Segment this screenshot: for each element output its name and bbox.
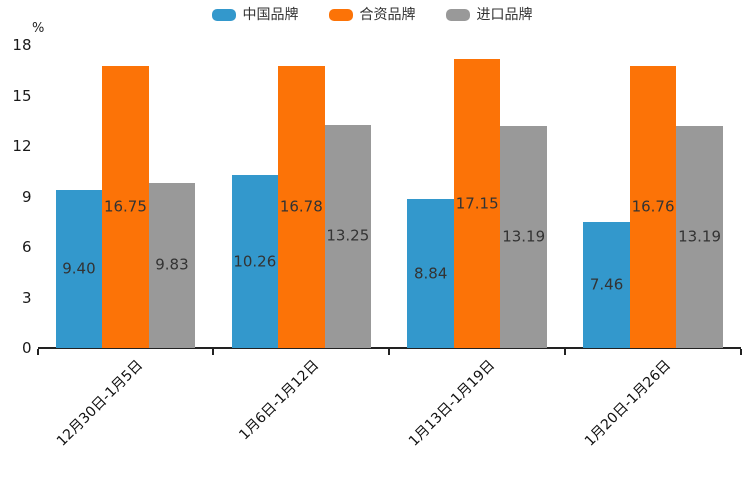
y-tick-label: 12 xyxy=(12,137,32,155)
x-axis-tick xyxy=(740,349,742,355)
x-axis-line xyxy=(37,347,741,349)
bar-value-label: 10.26 xyxy=(233,252,277,271)
y-tick-label: 18 xyxy=(12,36,32,54)
legend-label: 中国品牌 xyxy=(242,7,299,23)
bar-value-label: 13.25 xyxy=(326,226,370,245)
x-axis-tick xyxy=(388,349,391,355)
bar-value-label: 9.83 xyxy=(155,255,189,274)
bar-合资品牌[interactable]: 17.15 xyxy=(453,59,501,348)
y-tick-label: 15 xyxy=(12,86,32,105)
y-tick-label: 9 xyxy=(21,187,32,206)
bar-合资品牌[interactable]: 16.75 xyxy=(102,66,149,348)
bar-中国品牌[interactable]: 7.46 xyxy=(583,222,630,348)
bar-value-label: 9.40 xyxy=(62,259,96,278)
bar-进口品牌[interactable]: 13.19 xyxy=(500,125,547,348)
legend-marker-swatch xyxy=(328,9,353,21)
legend-item[interactable]: 进口品牌 xyxy=(445,7,533,23)
bar-value-label: 16.78 xyxy=(279,197,323,216)
y-tick-label: 3 xyxy=(21,288,32,307)
bar-value-label: 13.19 xyxy=(678,227,722,246)
legend-item[interactable]: 中国品牌 xyxy=(211,7,299,23)
x-axis-tick xyxy=(36,349,39,355)
bar-value-label: 16.76 xyxy=(631,197,675,216)
bar-value-label: 7.46 xyxy=(589,275,624,294)
bar-value-label: 8.84 xyxy=(413,264,448,283)
bar-value-label: 16.75 xyxy=(103,197,147,216)
bar-进口品牌[interactable]: 9.83 xyxy=(148,182,196,348)
bar-合资品牌[interactable]: 16.76 xyxy=(629,65,677,348)
legend-marker-swatch xyxy=(445,9,470,21)
bar-中国品牌[interactable]: 8.84 xyxy=(407,199,454,348)
bar-中国品牌[interactable]: 9.40 xyxy=(55,189,103,348)
legend-label: 合资品牌 xyxy=(359,7,416,23)
legend-item[interactable]: 合资品牌 xyxy=(328,7,416,23)
legend-marker-swatch xyxy=(211,9,236,21)
bar-进口品牌[interactable]: 13.25 xyxy=(324,124,372,348)
bar-value-label: 17.15 xyxy=(455,194,499,213)
x-tick-label: 12月30日-1月5日 xyxy=(53,357,147,450)
y-tick-label: 0 xyxy=(21,339,32,357)
bar-合资品牌[interactable]: 16.78 xyxy=(278,65,325,348)
x-axis-tick xyxy=(212,349,215,355)
y-tick-label: 6 xyxy=(21,238,32,256)
chart-legend: 中国品牌 合资品牌 进口品牌 xyxy=(0,8,744,22)
bar-中国品牌[interactable]: 10.26 xyxy=(231,175,279,348)
x-tick-label: 1月13日-1月19日 xyxy=(405,357,498,450)
bar-进口品牌[interactable]: 13.19 xyxy=(676,125,723,348)
x-tick-label: 1月6日-1月12日 xyxy=(235,357,322,444)
y-axis-unit-label: % xyxy=(32,21,45,36)
legend-label: 进口品牌 xyxy=(476,7,533,23)
x-axis-tick xyxy=(564,349,567,355)
x-tick-label: 1月20日-1月26日 xyxy=(581,357,674,450)
bar-value-label: 13.19 xyxy=(502,227,546,246)
